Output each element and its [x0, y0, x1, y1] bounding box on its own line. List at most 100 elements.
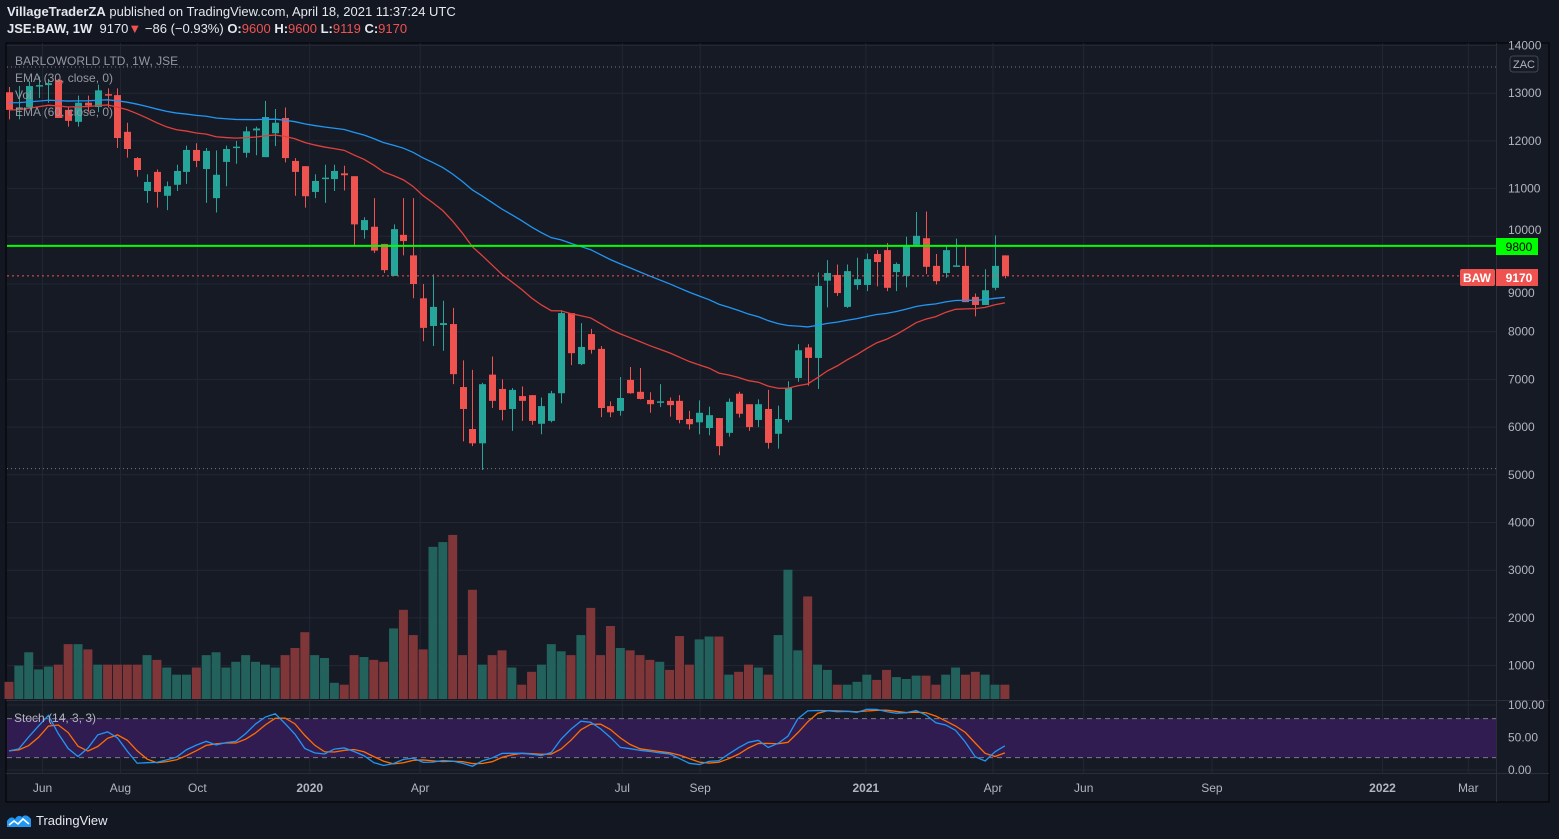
range-lines	[7, 66, 1496, 470]
candle	[962, 245, 969, 303]
volume-bar	[832, 684, 842, 699]
volume-bar	[191, 667, 201, 699]
candle	[430, 274, 437, 347]
candle	[805, 344, 812, 386]
volume-bar	[911, 675, 921, 699]
candle-body	[657, 401, 664, 403]
candle-body	[282, 118, 289, 159]
candle-body	[371, 226, 378, 251]
candle-body	[430, 306, 437, 326]
candle-body	[578, 346, 585, 365]
volume-bar	[813, 664, 823, 699]
volume-bar	[103, 664, 113, 699]
legend-ema30[interactable]: EMA (30, close, 0)	[15, 71, 113, 85]
candle-body	[726, 401, 733, 433]
candle	[193, 143, 200, 168]
volume-bar	[674, 636, 684, 699]
candle	[381, 243, 388, 274]
candle	[815, 272, 822, 389]
candle	[558, 310, 565, 404]
candle	[223, 145, 230, 187]
volume-bars	[4, 534, 1010, 699]
candle	[243, 126, 250, 158]
volume-bar	[556, 651, 566, 699]
volume-bar	[527, 671, 537, 699]
time-tick-label: 2022	[1369, 781, 1396, 795]
candle	[667, 397, 674, 417]
candle	[696, 400, 703, 435]
candle-body	[824, 273, 831, 281]
candle	[943, 245, 950, 278]
level-price-tag	[1496, 238, 1538, 255]
time-axis-labels: Jun Aug Oct 2020 Apr Jul Sep 2021 Apr Jun Sep 2022 M…	[33, 781, 1479, 795]
volume-bar	[645, 659, 655, 699]
footer-brand[interactable]: TradingView	[6, 812, 108, 828]
candle-body	[420, 298, 427, 328]
time-tick-label: Jun	[1074, 781, 1093, 795]
legend-ema60[interactable]: EMA (60, close, 0)	[15, 105, 113, 119]
volume-bar	[280, 655, 290, 699]
candle-body	[647, 399, 654, 405]
volume-bar	[970, 671, 980, 699]
candle	[765, 389, 772, 449]
legend-stoch[interactable]: Stoch (14, 3, 3)	[14, 711, 96, 725]
candle-body	[903, 244, 910, 276]
candle	[834, 264, 841, 296]
candle-body	[243, 131, 250, 153]
author-name[interactable]: VillageTraderZA	[7, 4, 106, 19]
candle	[341, 165, 348, 191]
volume-bar	[596, 655, 606, 699]
stoch-tick-label: 0.00	[1508, 763, 1532, 777]
stoch-band	[7, 718, 1496, 758]
candle	[499, 379, 506, 421]
candle	[489, 356, 496, 409]
close-label: C:	[364, 21, 379, 36]
candle-body	[233, 146, 240, 149]
volume-bar	[882, 669, 892, 699]
volume-bar	[901, 678, 911, 699]
candle-body	[913, 235, 920, 245]
volume-bar	[320, 657, 330, 699]
candle	[450, 307, 457, 385]
candle-body	[598, 348, 605, 409]
high-label: H:	[274, 21, 289, 36]
candle-body	[893, 263, 900, 273]
candle-body	[124, 131, 131, 150]
candle	[292, 158, 299, 196]
candle	[529, 395, 536, 425]
candle-body	[55, 79, 62, 119]
ema60-line	[8, 99, 1005, 328]
volume-bar	[862, 674, 872, 699]
legend-vol[interactable]: Vol	[15, 88, 32, 102]
volume-bar	[14, 665, 24, 699]
candle-body	[322, 177, 329, 180]
candle	[95, 84, 102, 113]
candle	[923, 211, 930, 274]
candle	[272, 108, 279, 147]
candle	[657, 384, 664, 408]
candle-body	[479, 384, 486, 444]
volume-bar	[349, 655, 359, 699]
volume-bar	[339, 684, 349, 699]
candle	[893, 262, 900, 292]
volume-bar	[477, 664, 487, 699]
candle	[933, 253, 940, 285]
candle-body	[469, 429, 476, 444]
candle-body	[982, 290, 989, 305]
candle	[114, 88, 121, 149]
price-tick-label: 11000	[1508, 182, 1541, 196]
candle	[627, 366, 634, 394]
volume-bar	[428, 546, 438, 699]
price-tick-label: 2000	[1508, 611, 1535, 625]
candle	[391, 224, 398, 276]
candle-body	[558, 313, 565, 394]
candle	[154, 169, 161, 208]
candle	[598, 346, 605, 418]
price-tick-label: 13000	[1508, 86, 1542, 100]
candle-body	[499, 388, 506, 410]
currency-badge[interactable]	[1509, 55, 1539, 73]
volume-bar	[704, 636, 714, 699]
volume-bar	[73, 644, 83, 699]
candle-body	[381, 243, 388, 271]
